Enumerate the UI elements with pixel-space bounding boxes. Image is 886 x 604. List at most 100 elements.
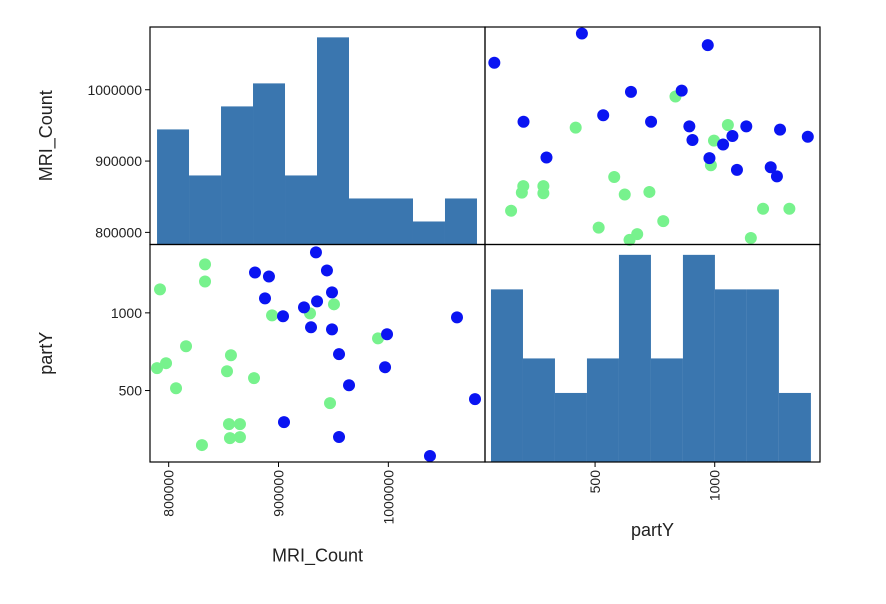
scatter-point [608, 170, 621, 183]
scatter-point [195, 439, 208, 452]
scatter-point [343, 379, 356, 392]
scatter-point [423, 449, 436, 462]
panel-frame [149, 243, 486, 463]
scatter-point [379, 361, 392, 374]
hist-bar [650, 358, 683, 462]
scatter-point [151, 362, 164, 375]
hist-bar [221, 106, 254, 245]
scatter-point [701, 39, 714, 52]
scatter-point [224, 349, 237, 362]
scatter-point [645, 115, 658, 128]
y-tick-label: 800000 [95, 224, 142, 240]
scatter-point [730, 163, 743, 176]
scatter-point [222, 418, 235, 431]
scatter-point [258, 292, 271, 305]
hist-bar [746, 289, 779, 462]
scatter-point [333, 348, 346, 361]
scatter-point [764, 161, 777, 174]
x-axis-label: MRI_Count [272, 546, 363, 567]
scatter-point [624, 85, 637, 98]
scatter-point [575, 27, 588, 40]
y-tick-label: 500 [119, 383, 143, 399]
scatter-point [381, 328, 394, 341]
scatter-point [703, 152, 716, 165]
scatter-point [726, 130, 739, 143]
scatter-point [517, 115, 530, 128]
scatter-point [309, 246, 322, 259]
scatter-point [540, 151, 553, 164]
hist-bar [189, 175, 222, 245]
hist-bar [554, 392, 587, 462]
hist-bar [285, 175, 318, 245]
scatter-point [170, 382, 183, 395]
y-axis-label: MRI_Count [36, 90, 57, 181]
x-tick-label: 1000 [707, 470, 723, 501]
scatter-point [517, 180, 530, 193]
scatter-point [223, 432, 236, 445]
scatter-point [757, 202, 770, 215]
scatter-point [618, 188, 631, 201]
scatter-point [248, 372, 261, 385]
scatter-point [199, 275, 212, 288]
hist-bar [253, 83, 286, 245]
scatter-point [266, 309, 279, 322]
scatter-point [643, 185, 656, 198]
hist-bar [349, 198, 381, 245]
scatter-point [233, 431, 246, 444]
scatter-point [325, 323, 338, 336]
scatter-point [675, 84, 688, 97]
scatter-point [180, 340, 193, 353]
hist-bar [682, 254, 715, 462]
scatter-point [305, 321, 318, 334]
scatter-point [783, 202, 796, 215]
hist-bar [586, 358, 619, 462]
hist-bar [157, 129, 190, 245]
scatter-point [683, 120, 696, 133]
hist-bar [380, 198, 413, 245]
scatter-point [469, 393, 482, 406]
hist-bar [317, 37, 350, 245]
hist-bar [444, 198, 477, 245]
panel-frame [484, 243, 821, 463]
panel-frame [484, 26, 821, 246]
scatter-point [333, 430, 346, 443]
hist-bar [714, 289, 747, 462]
scatter-point [770, 170, 783, 183]
hist-bar [778, 392, 811, 462]
scatter-point [717, 138, 730, 151]
scatter-point [774, 123, 787, 136]
scatter-point [324, 397, 337, 410]
x-axis-label: partY [631, 520, 674, 540]
hist-bar [618, 254, 651, 462]
scatter-point [153, 283, 166, 296]
x-tick-label: 800000 [161, 470, 177, 517]
scatter-point [220, 365, 233, 378]
y-tick-label: 900000 [95, 153, 142, 169]
scatter-point [372, 332, 385, 345]
scatter-point [657, 215, 670, 228]
y-axis-label: partY [36, 332, 56, 375]
y-tick-label: 1000 [111, 305, 142, 321]
scatter-point [311, 295, 324, 308]
scatter-point [686, 133, 699, 146]
scatter-point [740, 120, 753, 133]
scatter-point [744, 232, 757, 245]
scatter-point [631, 228, 644, 241]
scatter-point [801, 130, 814, 143]
y-tick-label: 1000000 [87, 82, 142, 98]
scatter-point [160, 357, 173, 370]
scatter-point [320, 264, 333, 277]
scatter-point [278, 416, 290, 429]
scatter-point [537, 180, 550, 193]
scatter-point [199, 258, 212, 271]
x-tick-label: 500 [587, 470, 603, 494]
hist-bar [412, 221, 445, 245]
scatter-point [707, 134, 720, 147]
scatter-point [597, 109, 610, 122]
scatter-point [327, 298, 340, 311]
scatter-point [721, 119, 734, 132]
scatter-point [325, 286, 338, 299]
x-tick-label: 1000000 [380, 470, 396, 525]
